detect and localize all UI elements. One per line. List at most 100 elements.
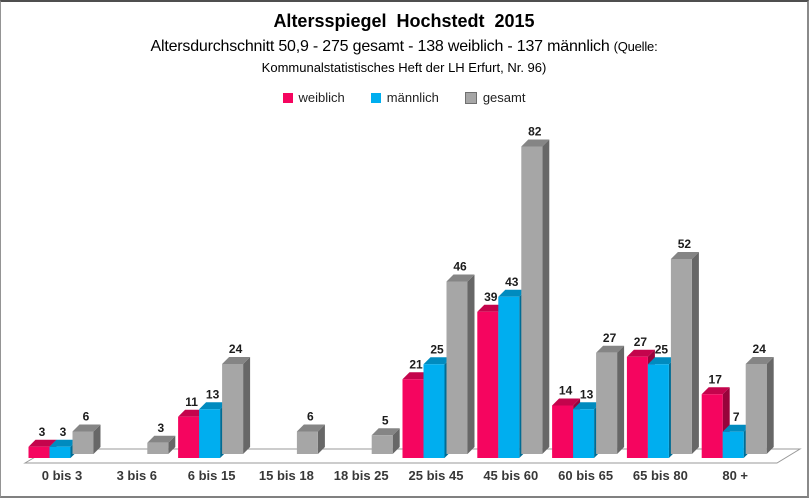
value-label-maennlich: 43 (505, 275, 519, 289)
bar-gesamt (72, 431, 94, 454)
bar-maennlich (722, 431, 744, 458)
subtitle-main-text: Altersdurchschnitt 50,9 - 275 gesamt - 1… (150, 38, 610, 55)
chart-title: Altersspiegel Hochstedt 2015 (273, 11, 535, 31)
legend-label-gesamt: gesamt (482, 90, 526, 105)
legend-item-weiblich: weiblich (282, 90, 345, 105)
bar-top-gesamt (222, 357, 251, 364)
value-label-gesamt: 24 (753, 342, 767, 356)
bar-gesamt (670, 259, 692, 454)
bar-top-gesamt (296, 424, 325, 432)
bar-top-maennlich (199, 402, 228, 410)
legend-swatch-weiblich (282, 92, 293, 103)
category-label: 3 bis 6 (117, 468, 157, 483)
value-label-maennlich: 25 (655, 342, 669, 356)
value-label-weiblich: 3 (39, 425, 46, 439)
bar-gesamt (446, 281, 468, 454)
bar-top-maennlich (573, 402, 602, 410)
category-label: 6 bis 15 (188, 468, 236, 483)
bar-side-gesamt (617, 345, 625, 454)
bar-top-gesamt (521, 139, 550, 147)
bar-weiblich (178, 416, 200, 458)
bar-top-maennlich (722, 424, 751, 432)
chart-header: Altersspiegel Hochstedt 2015 Altersdurch… (1, 2, 807, 105)
bar-side-gesamt (317, 424, 325, 454)
bar-side-gesamt (691, 252, 699, 454)
bar-side-gesamt (168, 435, 176, 454)
value-label-weiblich: 11 (185, 395, 198, 409)
bar-gesamt (371, 435, 393, 454)
category-label: 65 bis 80 (633, 468, 688, 483)
value-label-gesamt: 24 (229, 342, 243, 356)
value-label-weiblich: 17 (709, 372, 723, 386)
bar-gesamt (296, 431, 318, 454)
bar-top-weiblich (552, 398, 581, 406)
bar-top-maennlich (423, 357, 452, 365)
bar-weiblich (626, 356, 648, 458)
bar-maennlich (49, 446, 71, 458)
bar-gesamt (222, 364, 244, 454)
legend-label-maennlich: männlich (386, 90, 439, 105)
bar-side-gesamt (243, 357, 251, 454)
value-label-gesamt: 27 (603, 331, 617, 345)
bar-weiblich (28, 446, 50, 458)
bar-side-gesamt (467, 274, 475, 454)
bar-weiblich (402, 379, 424, 458)
value-label-maennlich: 3 (60, 425, 67, 439)
category-label: 0 bis 3 (42, 468, 82, 483)
bar-top-gesamt (446, 274, 475, 282)
value-label-maennlich: 13 (206, 387, 220, 401)
bar-top-weiblich (28, 439, 57, 447)
legend: weiblich männlich gesamt (1, 90, 807, 105)
category-label: 60 bis 65 (558, 468, 613, 483)
subtitle-source-prefix: (Quelle: (613, 39, 658, 54)
legend-label-weiblich: weiblich (298, 90, 345, 105)
bar-weiblich (701, 394, 723, 458)
bar-gesamt (147, 442, 169, 454)
category-label: 18 bis 25 (334, 468, 389, 483)
bar-side-gesamt (542, 139, 550, 454)
bar-top-gesamt (596, 345, 625, 353)
value-label-gesamt: 82 (528, 125, 542, 139)
value-label-gesamt: 6 (83, 410, 90, 424)
legend-swatch-gesamt (464, 91, 477, 104)
subtitle-source-line2: Kommunalstatistisches Heft der LH Erfurt… (261, 60, 547, 75)
bar-gesamt (521, 146, 543, 454)
chart-subtitle: Altersdurchschnitt 50,9 - 275 gesamt - 1… (1, 38, 807, 56)
value-label-weiblich: 27 (634, 335, 648, 349)
bar-top-gesamt (670, 252, 699, 259)
value-label-maennlich: 25 (430, 342, 444, 356)
bar-top-maennlich (647, 357, 676, 365)
bar-maennlich (199, 409, 221, 458)
bar-maennlich (498, 296, 520, 458)
value-label-gesamt: 5 (382, 413, 389, 427)
bar-maennlich (647, 364, 669, 458)
value-label-weiblich: 21 (409, 357, 423, 371)
value-label-maennlich: 7 (733, 410, 740, 424)
bar-top-gesamt (147, 435, 176, 443)
category-label: 45 bis 60 (483, 468, 538, 483)
bar-weiblich (552, 405, 574, 458)
bar-gesamt (745, 364, 767, 454)
category-label: 15 bis 18 (259, 468, 314, 483)
bar-top-maennlich (498, 289, 527, 297)
bar-maennlich (423, 364, 445, 458)
bar-top-gesamt (745, 357, 774, 364)
category-label: 25 bis 45 (409, 468, 464, 483)
bar-side-gesamt (392, 428, 400, 454)
value-label-gesamt: 3 (157, 421, 164, 435)
bar-top-weiblich (701, 387, 730, 395)
bar-top-gesamt (72, 424, 101, 432)
value-label-weiblich: 39 (484, 290, 498, 304)
bar-side-gesamt (766, 357, 774, 454)
bar-top-weiblich (626, 349, 655, 357)
category-label: 80 + (722, 468, 748, 483)
legend-item-maennlich: männlich (370, 90, 439, 105)
value-label-maennlich: 13 (580, 387, 594, 401)
value-label-weiblich: 14 (559, 384, 573, 398)
bar-top-gesamt (371, 428, 400, 436)
value-label-gesamt: 46 (453, 260, 467, 274)
bar-maennlich (573, 409, 595, 458)
value-label-gesamt: 52 (678, 237, 692, 251)
